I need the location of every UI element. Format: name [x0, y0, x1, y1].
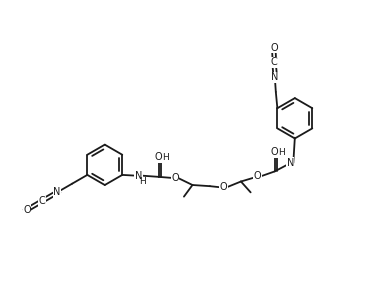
Text: C: C: [39, 196, 45, 206]
Text: C: C: [271, 57, 278, 67]
Text: H: H: [139, 177, 146, 186]
Text: O: O: [271, 147, 279, 157]
Text: H: H: [162, 153, 169, 162]
Text: O: O: [220, 182, 227, 192]
Text: O: O: [253, 171, 261, 181]
Text: N: N: [54, 187, 61, 197]
Text: O: O: [23, 205, 31, 215]
Text: N: N: [286, 158, 294, 168]
Text: O: O: [270, 43, 278, 53]
Text: N: N: [271, 72, 279, 82]
Text: O: O: [155, 152, 163, 162]
Text: O: O: [171, 173, 179, 183]
Text: H: H: [278, 148, 285, 156]
Text: N: N: [135, 171, 142, 181]
